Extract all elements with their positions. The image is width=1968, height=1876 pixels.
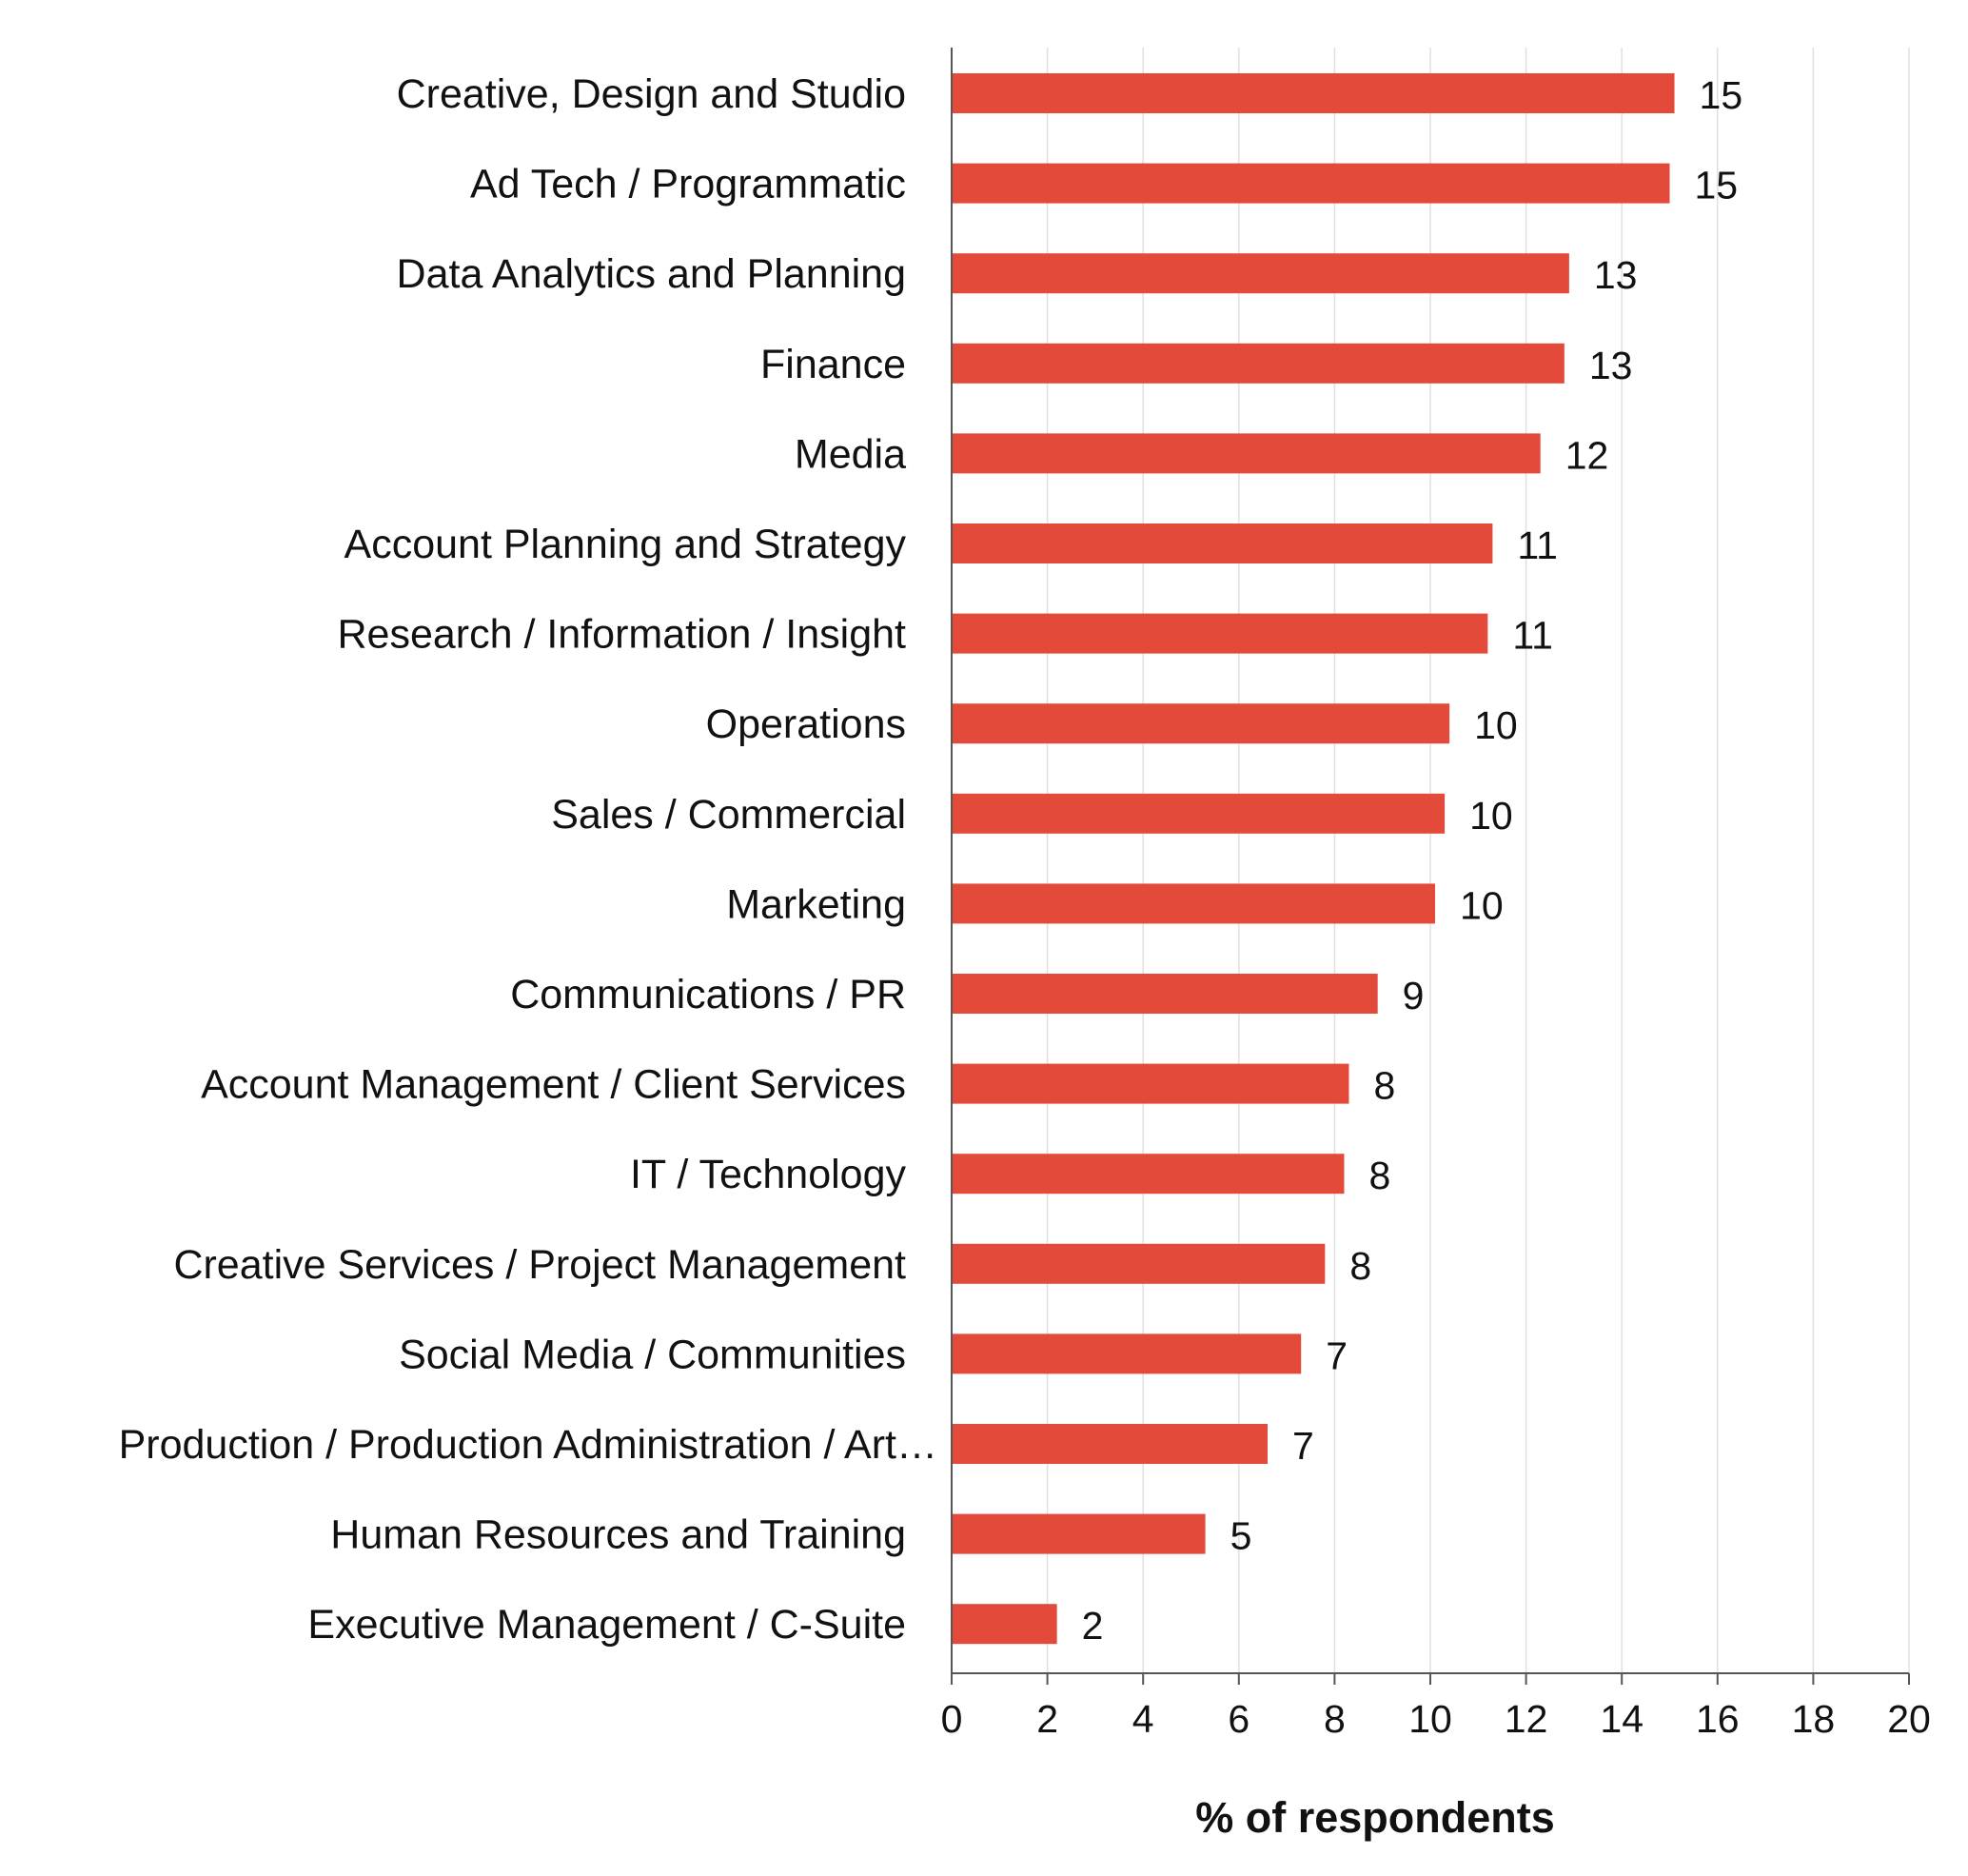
category-label: Executive Management / C-Suite [307,1602,906,1648]
category-labels: Creative, Design and Studio Ad Tech / Pro… [119,71,937,1648]
data-label: 2 [1082,1604,1104,1648]
bar [953,1604,1057,1645]
data-label: 9 [1403,974,1425,1017]
bar [953,974,1378,1014]
category-label: Media [795,431,906,477]
x-axis-title: % of respondents [1195,1793,1555,1842]
x-tick-label: 14 [1600,1697,1643,1741]
data-label: 10 [1460,883,1504,927]
bar [953,343,1565,384]
category-label: Account Planning and Strategy [344,522,907,567]
bar [953,433,1541,474]
category-label: Marketing [726,881,906,927]
data-label: 7 [1326,1333,1348,1377]
bar [953,163,1670,204]
bar [953,73,1675,113]
data-label: 11 [1512,614,1553,658]
category-label: Creative, Design and Studio [397,71,906,117]
x-tick-label: 4 [1132,1697,1154,1741]
data-label: 13 [1589,344,1633,387]
category-label: Account Management / Client Services [201,1062,906,1108]
value-labels: 15 15 13 13 12 11 11 10 10 10 9 8 8 8 7 7 5 2 [1082,73,1742,1648]
data-label: 10 [1469,794,1513,838]
bar [953,793,1446,834]
data-label: 8 [1373,1064,1395,1108]
x-tick-label: 6 [1228,1697,1250,1741]
data-label: 5 [1230,1514,1252,1558]
data-label: 8 [1368,1154,1390,1197]
x-tick-label: 20 [1887,1697,1931,1741]
bar [953,1154,1345,1195]
category-label: Sales / Commercial [551,792,906,838]
bar [953,253,1569,294]
data-label: 13 [1594,253,1638,297]
bar [953,523,1493,563]
x-tick-label: 12 [1505,1697,1548,1741]
data-label: 12 [1565,433,1609,477]
x-tick-label: 18 [1792,1697,1836,1741]
data-label: 7 [1292,1424,1314,1468]
x-axis: 0 2 4 6 8 10 12 14 16 18 20 [941,48,1931,1741]
bar [953,1063,1349,1104]
bar [953,1333,1302,1374]
x-tick-label: 0 [941,1697,963,1741]
category-label: Creative Services / Project Management [173,1242,906,1288]
category-label: Communications / PR [510,972,906,1017]
bar [953,1243,1326,1284]
x-tick-label: 2 [1036,1697,1058,1741]
data-label: 15 [1695,164,1739,207]
category-label: Research / Information / Insight [337,612,906,658]
data-label: 8 [1349,1244,1371,1288]
data-label: 11 [1517,523,1558,567]
category-label: Production / Production Administration /… [119,1422,937,1468]
bar [953,883,1436,924]
category-label: Operations [706,701,906,747]
x-tick-label: 10 [1408,1697,1452,1741]
x-tick-label: 8 [1324,1697,1346,1741]
data-label: 15 [1700,73,1743,117]
bar [953,703,1450,744]
category-label: Finance [760,342,906,387]
category-label: Human Resources and Training [330,1512,906,1558]
gridlines [1046,48,1910,1673]
category-label: IT / Technology [630,1152,907,1197]
category-label: Data Analytics and Planning [397,251,906,297]
x-tick-label: 16 [1696,1697,1740,1741]
bar [953,613,1488,654]
category-label: Social Media / Communities [399,1332,906,1377]
data-label: 10 [1474,703,1518,747]
category-label: Ad Tech / Programmatic [470,162,906,207]
bars [953,73,1675,1645]
bar [953,1513,1206,1554]
bar [953,1424,1268,1464]
